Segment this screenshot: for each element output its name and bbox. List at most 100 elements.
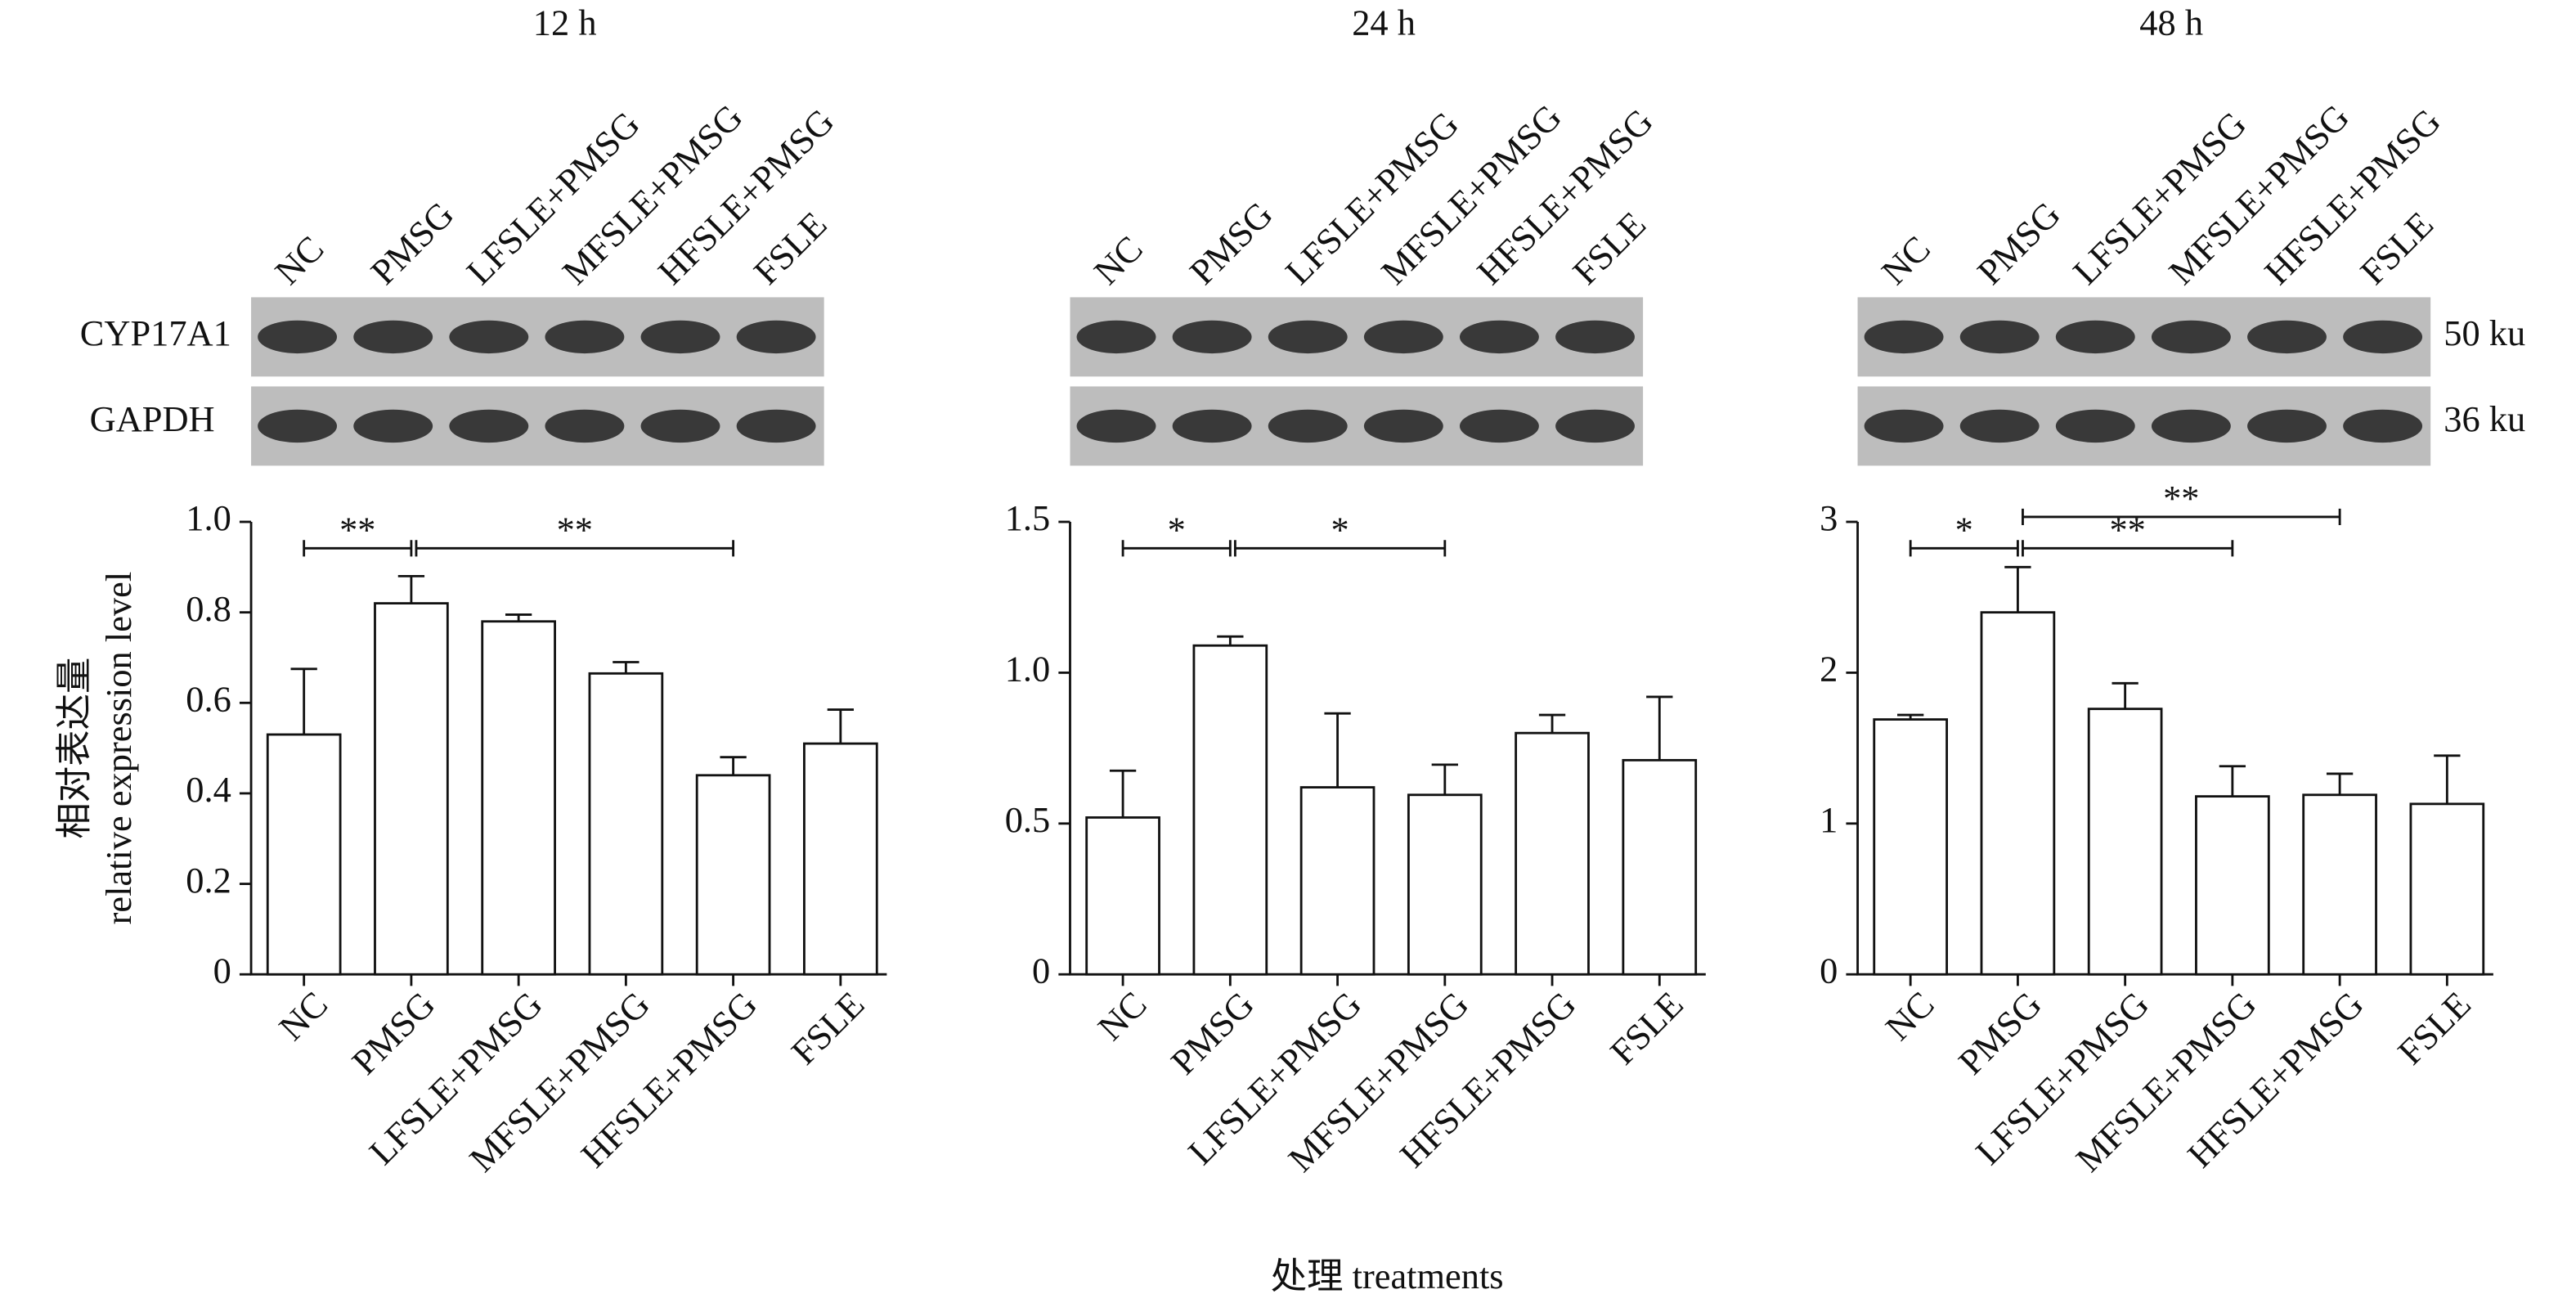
blot-size-label: 50 ku [2444, 312, 2525, 353]
lane-label: FSLE [1564, 204, 1654, 293]
significance-label: ** [557, 509, 593, 550]
error-bar [2326, 772, 2354, 795]
blot-background [1070, 297, 1644, 377]
significance-label: ** [2163, 478, 2199, 519]
x-tick-label: FSLE [1602, 983, 1691, 1072]
significance-bracket [1121, 540, 1232, 557]
lane-label: NC [1874, 228, 1938, 293]
bar [2087, 708, 2163, 976]
blot-background [1857, 297, 2431, 377]
blot-background [251, 386, 824, 466]
error-bar [2112, 681, 2138, 709]
error-bar [1109, 769, 1137, 818]
significance-label: * [1955, 509, 1973, 550]
blot-band [449, 320, 529, 354]
blot-band [1555, 320, 1635, 354]
bar [1407, 793, 1483, 976]
error-bar [1646, 695, 1673, 761]
blot-band [736, 409, 816, 443]
y-tick-label: 0.8 [186, 588, 231, 629]
blot-size-label: 36 ku [2444, 398, 2525, 439]
axis-line [249, 522, 887, 976]
blot-band [640, 409, 720, 443]
axis-line [1856, 522, 2493, 976]
significance-label: * [1331, 509, 1349, 550]
error-bar [827, 708, 855, 744]
x-tick-label: NC [1878, 983, 1942, 1048]
blot-band [1076, 409, 1156, 443]
blot-band [2247, 409, 2327, 443]
error-bar [2434, 754, 2461, 804]
panel-title: 24 h [1352, 2, 1416, 43]
error-bar [1538, 713, 1566, 734]
blot-band [258, 409, 338, 443]
error-bar [397, 574, 425, 604]
y-tick-label: 1 [1820, 799, 1838, 840]
blot-band [736, 320, 816, 354]
x-tick-label: NC [1090, 983, 1155, 1048]
blot-band [1459, 320, 1539, 354]
significance-bracket [1909, 540, 2019, 557]
bar [1980, 611, 2056, 976]
y-axis-label: relative expression level [98, 572, 139, 925]
x-tick-label: NC [271, 983, 335, 1048]
x-tick-label: FSLE [2390, 983, 2479, 1072]
bar [2409, 802, 2485, 976]
bar [2195, 795, 2270, 976]
blot-background [1070, 386, 1644, 466]
blot-band [640, 320, 720, 354]
error-bar [2219, 765, 2246, 797]
blot-band [258, 320, 338, 354]
bar [1299, 786, 1376, 976]
bar [374, 602, 449, 976]
significance-bracket [1233, 540, 1447, 557]
y-tick-label: 0 [213, 950, 231, 991]
blot-band [2055, 320, 2135, 354]
blot-band [1363, 320, 1443, 354]
blot-band [2151, 320, 2231, 354]
y-tick-label: 0.6 [186, 678, 231, 719]
bar [2302, 793, 2377, 976]
significance-label: * [1168, 509, 1186, 550]
error-bar [505, 613, 532, 622]
error-bar [720, 756, 747, 775]
blot-band [353, 320, 433, 354]
blot-band [1172, 320, 1252, 354]
significance-bracket [303, 540, 413, 557]
blot-band [1268, 320, 1348, 354]
panel-title: 12 h [533, 2, 597, 43]
y-tick-label: 1.0 [186, 497, 231, 538]
x-tick-label: PMSG [344, 983, 443, 1082]
bar [1192, 644, 1268, 976]
blot-band [1864, 320, 1944, 354]
axis-line [1069, 522, 1706, 976]
bar [266, 733, 342, 976]
lane-label: FSLE [2352, 204, 2441, 293]
error-bar [1431, 763, 1458, 795]
blot-band [353, 409, 433, 443]
lane-label: NC [267, 228, 331, 293]
significance-bracket [415, 540, 735, 557]
y-tick-label: 0 [1820, 950, 1838, 991]
lane-label: FSLE [746, 204, 835, 293]
error-bar [613, 661, 640, 674]
blot-band [1076, 320, 1156, 354]
blot-band [2343, 320, 2423, 354]
blot-band [1959, 320, 2040, 354]
lane-label: NC [1086, 228, 1151, 293]
y-tick-label: 0.5 [1005, 799, 1051, 840]
blot-row-label: CYP17A1 [80, 312, 231, 353]
blot-band [1363, 409, 1443, 443]
lane-label: PMSG [1969, 194, 2068, 293]
blot-band [449, 409, 529, 443]
blot-background [1857, 386, 2431, 466]
x-tick-label: FSLE [783, 983, 873, 1072]
blot-band [1959, 409, 2040, 443]
x-tick-label: PMSG [1163, 983, 1262, 1082]
blot-band [2055, 409, 2135, 443]
blot-band [1459, 409, 1539, 443]
error-bar [1324, 712, 1351, 788]
y-axis-label: 相对表达量 [53, 658, 94, 839]
